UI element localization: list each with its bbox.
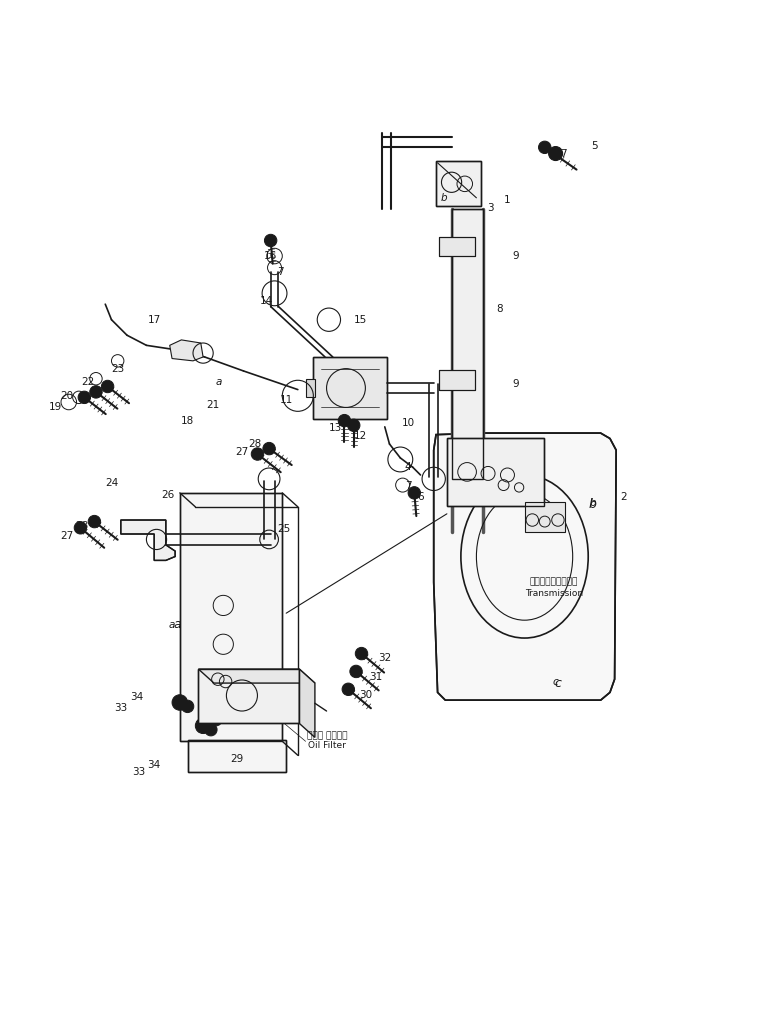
Bar — [180, 492, 282, 742]
Text: Oil Filter: Oil Filter — [308, 741, 346, 750]
Text: 8: 8 — [497, 304, 503, 314]
Bar — [436, 160, 481, 206]
Text: 17: 17 — [148, 315, 161, 325]
Bar — [188, 740, 286, 772]
Text: 7: 7 — [405, 481, 411, 490]
Text: オイル フィルタ: オイル フィルタ — [307, 732, 347, 741]
Text: 27: 27 — [59, 531, 73, 541]
Circle shape — [211, 715, 222, 725]
Text: 4: 4 — [405, 462, 411, 472]
Circle shape — [172, 695, 188, 710]
Circle shape — [342, 683, 354, 695]
Bar — [180, 492, 282, 742]
Polygon shape — [300, 669, 315, 738]
Circle shape — [347, 419, 360, 432]
Polygon shape — [199, 669, 315, 683]
Bar — [451, 210, 482, 479]
Text: a: a — [216, 376, 222, 386]
Text: b: b — [440, 193, 447, 203]
Text: 28: 28 — [249, 439, 262, 449]
Polygon shape — [120, 520, 175, 560]
Bar — [439, 370, 475, 389]
Circle shape — [74, 522, 87, 534]
Text: 20: 20 — [60, 390, 73, 401]
Circle shape — [251, 448, 264, 460]
Text: c: c — [554, 677, 561, 689]
Text: 6: 6 — [417, 491, 424, 501]
Text: 12: 12 — [353, 431, 367, 441]
Text: 34: 34 — [148, 760, 161, 770]
Text: 25: 25 — [278, 525, 290, 535]
Text: 23: 23 — [111, 363, 124, 373]
Text: 13: 13 — [328, 424, 342, 434]
Text: c: c — [553, 676, 558, 686]
Polygon shape — [170, 340, 203, 361]
Text: 10: 10 — [401, 418, 414, 428]
Text: 28: 28 — [75, 522, 88, 532]
Bar — [439, 237, 475, 256]
Text: 31: 31 — [369, 672, 382, 682]
Text: 5: 5 — [591, 141, 597, 150]
Text: 11: 11 — [279, 395, 292, 405]
Circle shape — [355, 648, 368, 660]
Circle shape — [78, 391, 91, 404]
Bar — [199, 669, 300, 723]
Circle shape — [181, 700, 194, 712]
Bar — [439, 370, 475, 389]
Text: a: a — [174, 619, 181, 632]
Circle shape — [264, 234, 277, 247]
Text: 29: 29 — [231, 754, 244, 764]
Bar — [314, 357, 387, 419]
Text: 14: 14 — [260, 296, 274, 306]
Circle shape — [338, 415, 350, 427]
Circle shape — [549, 146, 562, 160]
Text: 9: 9 — [512, 251, 518, 261]
Bar — [451, 210, 482, 479]
Circle shape — [408, 486, 421, 499]
Text: 33: 33 — [132, 768, 145, 777]
Text: Transmission: Transmission — [525, 589, 583, 598]
Circle shape — [205, 723, 217, 736]
Text: 18: 18 — [181, 416, 194, 426]
Circle shape — [350, 665, 362, 678]
Text: 16: 16 — [264, 251, 278, 261]
Bar — [436, 160, 481, 206]
Text: 3: 3 — [487, 203, 493, 213]
Text: 21: 21 — [206, 401, 219, 410]
Text: 22: 22 — [81, 376, 95, 386]
Circle shape — [88, 516, 101, 528]
Bar — [199, 669, 300, 723]
Text: 32: 32 — [378, 653, 392, 663]
Text: トランスミッション: トランスミッション — [530, 577, 578, 586]
Bar — [314, 357, 387, 419]
Text: 33: 33 — [114, 703, 127, 713]
Text: 19: 19 — [49, 403, 63, 413]
Bar — [306, 378, 315, 398]
Text: 2: 2 — [621, 491, 627, 501]
Circle shape — [539, 141, 551, 153]
Circle shape — [196, 718, 211, 734]
Text: 34: 34 — [130, 692, 143, 702]
Bar — [188, 740, 286, 772]
Bar — [439, 237, 475, 256]
Text: 9: 9 — [512, 379, 518, 389]
Bar — [447, 438, 544, 507]
Text: 1: 1 — [504, 195, 511, 205]
Text: 7: 7 — [278, 266, 284, 276]
Text: 15: 15 — [353, 315, 367, 325]
Polygon shape — [434, 433, 616, 700]
Circle shape — [102, 380, 114, 393]
Text: 30: 30 — [360, 690, 373, 699]
Bar — [447, 438, 544, 507]
Circle shape — [263, 442, 275, 455]
Text: 27: 27 — [235, 447, 249, 457]
Text: 26: 26 — [161, 490, 174, 500]
Text: 7: 7 — [560, 148, 567, 158]
Text: b: b — [589, 498, 597, 511]
Text: a: a — [169, 620, 175, 630]
Text: b: b — [590, 498, 596, 508]
Bar — [525, 502, 565, 532]
Text: 24: 24 — [105, 477, 118, 487]
Circle shape — [90, 385, 102, 399]
